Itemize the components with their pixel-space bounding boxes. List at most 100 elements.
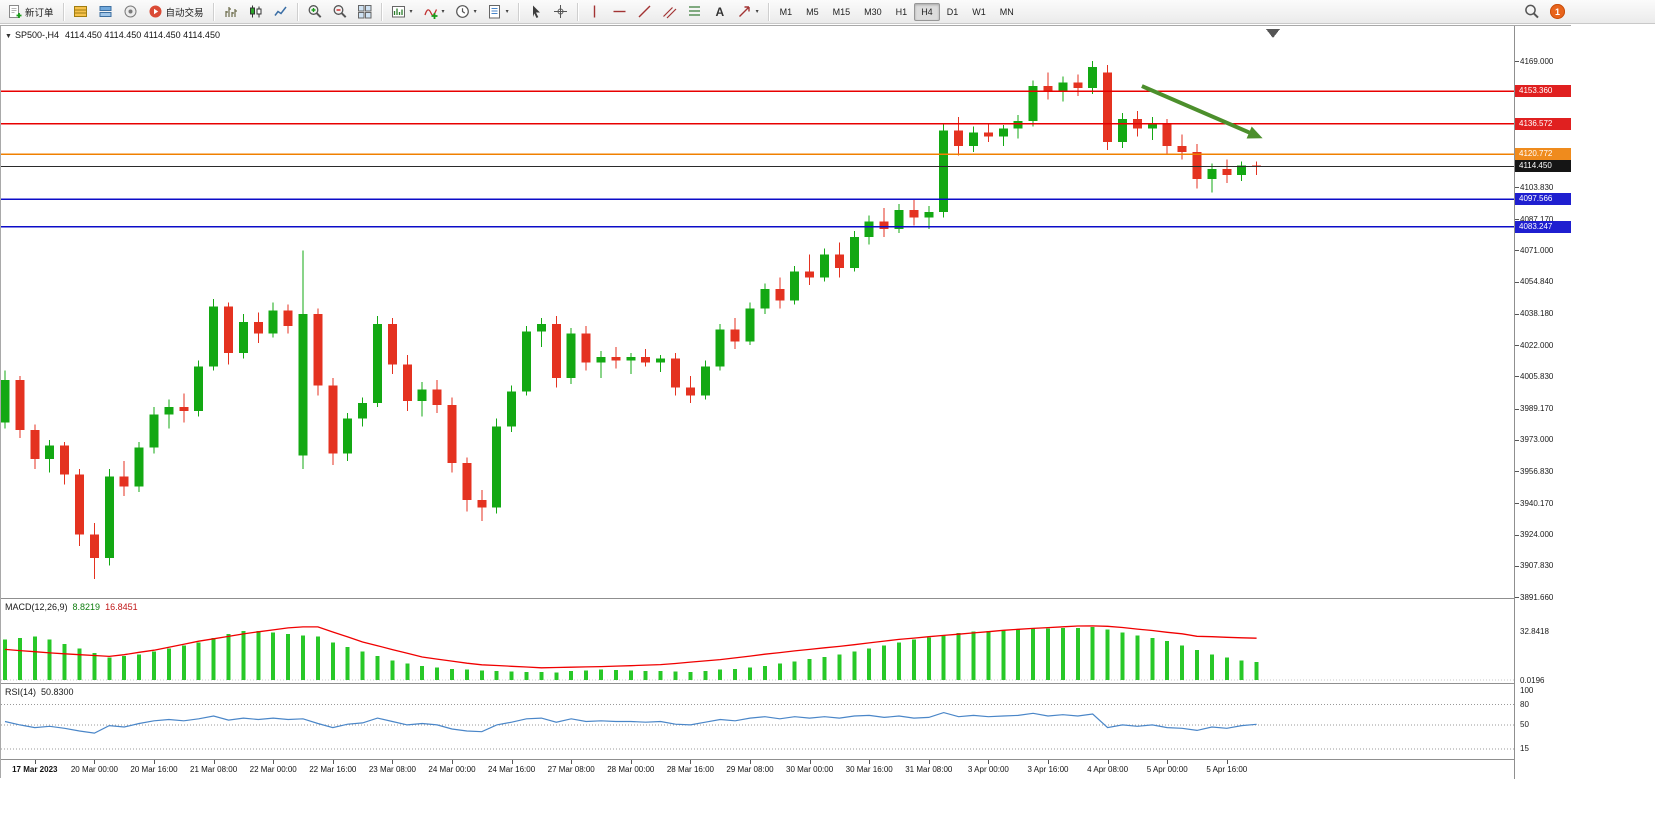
candle-body <box>671 358 680 388</box>
indicators-icon <box>423 9 438 19</box>
chart-shift-marker[interactable] <box>1266 29 1280 38</box>
chevron-down-icon[interactable]: ▾ <box>473 9 477 15</box>
price-axis[interactable]: 4169.000 4103.830 4087.170 4071.000 4054.840… <box>1514 26 1571 779</box>
timeframe-m15[interactable]: M15 <box>832 6 851 17</box>
time-axis-tick <box>34 760 36 764</box>
main-chart-canvas[interactable] <box>1 26 1514 598</box>
price-axis-label: 4071.000 <box>1520 245 1554 255</box>
time-axis-tick <box>154 760 155 764</box>
macd-histogram-bar <box>107 657 112 680</box>
search-button[interactable] <box>1519 2 1544 22</box>
arrows-tool-button[interactable]: ▾ <box>732 2 764 22</box>
macd-histogram-bar <box>405 663 410 680</box>
candle-body <box>954 130 964 147</box>
zoom-out-button[interactable] <box>327 2 352 22</box>
macd-histogram-bar <box>77 648 82 680</box>
timeframe-m30[interactable]: M30 <box>864 6 882 17</box>
horizontal-line-button[interactable] <box>607 2 632 22</box>
line-chart-button[interactable] <box>268 2 293 22</box>
timeframe-h4[interactable]: H4 <box>914 2 940 21</box>
new-chart-button[interactable]: ▾ <box>386 2 418 22</box>
candle-body <box>402 364 412 402</box>
timeframe-m5[interactable]: M5 <box>806 6 819 17</box>
candle-body <box>30 430 40 460</box>
periods-button[interactable]: ▾ <box>450 2 482 22</box>
chevron-down-icon[interactable]: ▾ <box>409 9 413 15</box>
candle-body <box>983 132 993 137</box>
macd-panel-canvas[interactable] <box>1 599 1514 683</box>
new-order-icon <box>9 5 22 18</box>
candle-body <box>536 323 546 332</box>
auto-trading-button[interactable]: 自动交易 <box>143 2 209 22</box>
macd-histogram-bar <box>792 661 797 681</box>
rsi-line <box>4 711 1257 734</box>
crosshair-button[interactable] <box>548 2 573 22</box>
trend-arrow-annotation[interactable] <box>1141 84 1263 139</box>
time-axis-label: 24 Mar 00:00 <box>428 765 476 774</box>
candle-body <box>939 130 949 212</box>
candle-body <box>909 209 919 218</box>
indicators-button[interactable]: ▾ <box>418 2 450 22</box>
timeframe-m1[interactable]: M1 <box>779 6 793 17</box>
timeframe-d1[interactable]: D1 <box>946 6 959 17</box>
candle-body <box>1088 66 1098 89</box>
candlestick-chart-button[interactable] <box>243 2 268 22</box>
collapse-icon[interactable]: ▼ <box>5 33 12 40</box>
cursor-button[interactable] <box>523 2 548 22</box>
new-order-button[interactable]: 新订单 <box>2 2 59 22</box>
bar-chart-icon <box>224 7 237 17</box>
timeframe-mn[interactable]: MN <box>999 6 1014 17</box>
time-axis[interactable]: 17 Mar 2023 20 Mar 00:00 20 Mar 16:00 21 Ma… <box>1 760 1514 779</box>
vertical-line-button[interactable] <box>582 2 607 22</box>
time-axis-label: 31 Mar 08:00 <box>905 765 953 774</box>
macd-histogram-bar <box>956 633 961 680</box>
price-axis-label: 3891.660 <box>1520 592 1554 602</box>
candle-body <box>1103 72 1113 143</box>
chevron-down-icon[interactable]: ▾ <box>441 9 445 15</box>
time-axis-tick <box>1107 760 1109 764</box>
chevron-down-icon[interactable]: ▾ <box>505 9 509 15</box>
candle-body <box>358 403 368 419</box>
timeframe-w1[interactable]: W1 <box>972 6 986 17</box>
trendline-button[interactable] <box>632 2 657 22</box>
rsi-axis-label: 80 <box>1520 700 1529 709</box>
candle-body <box>164 407 174 415</box>
navigator-button[interactable] <box>118 2 143 22</box>
candle-body <box>1013 120 1023 129</box>
macd-histogram-bar <box>658 671 663 681</box>
macd-signal-line <box>4 625 1257 669</box>
zoom-in-button[interactable] <box>302 2 327 22</box>
candle-body <box>15 379 25 431</box>
price-axis-label: 4038.180 <box>1520 309 1554 319</box>
macd-histogram-bar <box>1135 635 1140 681</box>
candle-body <box>1222 169 1232 175</box>
channel-button[interactable] <box>657 2 682 22</box>
candle-body <box>641 356 651 363</box>
rsi-panel-separator[interactable] <box>1 683 1570 684</box>
macd-panel-separator[interactable] <box>1 598 1570 599</box>
tile-windows-button[interactable] <box>352 2 377 22</box>
text-tool-button[interactable]: A <box>707 2 732 22</box>
market-watch-button[interactable] <box>68 2 93 22</box>
notifications-badge[interactable]: 1 <box>1550 4 1565 19</box>
price-axis-label: 4169.000 <box>1520 56 1554 66</box>
macd-histogram-bar <box>450 668 454 680</box>
templates-button[interactable]: ▾ <box>482 2 514 22</box>
candle-body <box>492 426 502 508</box>
bar-chart-button[interactable] <box>218 2 243 22</box>
price-axis-label: 3989.170 <box>1520 404 1554 414</box>
time-axis-tick <box>809 760 811 764</box>
candle-body <box>626 356 636 361</box>
data-window-button[interactable] <box>93 2 118 22</box>
auto-trading-button-label: 自动交易 <box>165 7 204 19</box>
timeframe-h1[interactable]: H1 <box>895 6 908 17</box>
macd-histogram-bar <box>539 672 544 680</box>
svg-text:A: A <box>715 5 724 19</box>
crosshair-icon <box>553 5 567 18</box>
macd-name: MACD(12,26,9) <box>5 602 68 612</box>
price-axis-tick <box>1515 219 1519 221</box>
rsi-panel-canvas[interactable] <box>1 684 1514 759</box>
fibonacci-button[interactable] <box>682 2 707 22</box>
chevron-down-icon[interactable]: ▾ <box>755 9 759 15</box>
candle-body <box>760 289 770 309</box>
